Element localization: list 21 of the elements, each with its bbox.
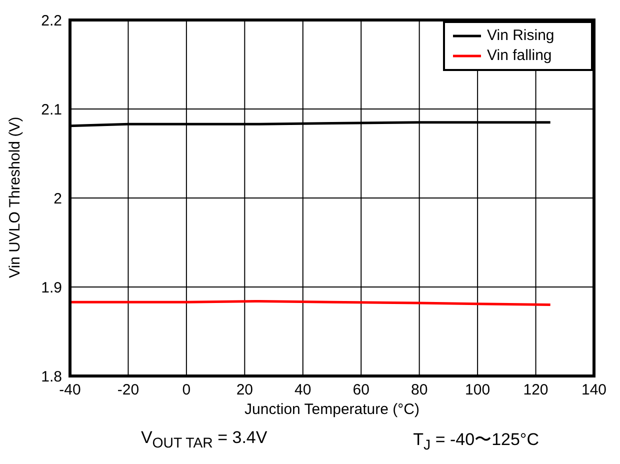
x-tick-label: 0 (182, 382, 191, 399)
x-tick-label: 120 (523, 382, 548, 399)
x-tick-label: 100 (465, 382, 490, 399)
x-tick-label: 40 (294, 382, 312, 399)
x-tick-label: 60 (352, 382, 370, 399)
text: T$_{J}$ = -40〜125°C (413, 429, 540, 454)
y-tick-label: 2.1 (41, 101, 62, 118)
y-tick-label: 1.8 (41, 368, 62, 386)
y-tick-label: 2.2 (41, 12, 62, 30)
legend-label: Vin falling (487, 46, 552, 66)
x-tick-label: 140 (581, 382, 607, 399)
x-tick-label: 80 (410, 382, 428, 399)
x-tick-label: -40 (59, 382, 81, 399)
legend-label: Vin Rising (487, 26, 554, 46)
y-axis-title: Vin UVLO Threshold (V) (6, 116, 24, 278)
text: V$_{OUT TAR}$ = 3.4V (140, 428, 268, 454)
x-tick-label: 20 (236, 382, 254, 399)
x-tick-label: -20 (117, 382, 140, 399)
y-tick-label: 2 (54, 190, 62, 208)
y-tick-label: 1.9 (41, 279, 62, 296)
x-axis-title: Junction Temperature (°C) (244, 401, 420, 418)
